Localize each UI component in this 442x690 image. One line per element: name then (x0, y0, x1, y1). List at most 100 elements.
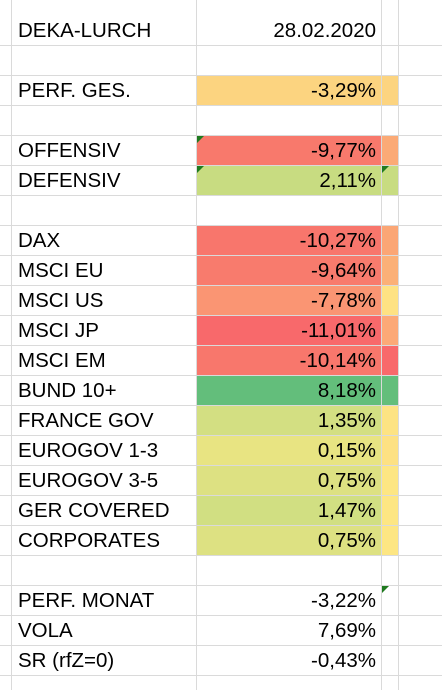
row-value: -3,29% (311, 79, 376, 102)
comment-marker-icon (382, 586, 389, 593)
side-cell[interactable] (382, 16, 398, 45)
table-row: BUND 10+ 8,18% (0, 376, 442, 406)
value-cell[interactable]: -7,78% (197, 286, 381, 315)
side-cell[interactable] (382, 556, 398, 585)
side-cell[interactable] (382, 106, 398, 135)
side-cell[interactable] (382, 526, 398, 555)
row-divider (0, 435, 442, 436)
label-cell[interactable]: EUROGOV 1-3 (11, 436, 196, 465)
value-cell[interactable]: -3,29% (197, 76, 381, 105)
label-cell[interactable]: DAX (11, 226, 196, 255)
value-cell[interactable] (197, 46, 381, 75)
value-cell[interactable] (197, 106, 381, 135)
side-cell[interactable] (382, 196, 398, 225)
row-label: DEKA-LURCH (18, 19, 152, 42)
value-cell[interactable]: -0,43% (197, 646, 381, 675)
value-cell[interactable]: 0,75% (197, 466, 381, 495)
value-cell[interactable]: 1,35% (197, 406, 381, 435)
row-divider (0, 555, 442, 556)
label-cell[interactable] (11, 556, 196, 585)
table-row: EUROGOV 1-3 0,15% (0, 436, 442, 466)
label-cell[interactable] (11, 196, 196, 225)
label-cell[interactable]: MSCI JP (11, 316, 196, 345)
row-label: OFFENSIV (18, 139, 121, 162)
side-cell[interactable] (382, 226, 398, 255)
label-cell[interactable]: MSCI EU (11, 256, 196, 285)
row-value: 8,18% (317, 379, 376, 402)
label-cell[interactable] (11, 106, 196, 135)
table-row (0, 46, 442, 76)
value-cell[interactable]: 1,47% (197, 496, 381, 525)
row-label: MSCI EM (18, 349, 106, 372)
value-cell[interactable]: -9,77% (197, 136, 381, 165)
side-cell[interactable] (382, 256, 398, 285)
row-label: BUND 10+ (18, 379, 117, 402)
table-row: MSCI US -7,78% (0, 286, 442, 316)
label-cell[interactable]: SR (rfZ=0) (11, 646, 196, 675)
label-cell[interactable]: MSCI US (11, 286, 196, 315)
side-cell[interactable] (382, 166, 398, 195)
label-cell[interactable]: EUROGOV 3-5 (11, 466, 196, 495)
row-label: MSCI EU (18, 259, 104, 282)
value-cell[interactable]: -9,64% (197, 256, 381, 285)
label-cell[interactable]: DEFENSIV (11, 166, 196, 195)
row-label: SR (rfZ=0) (18, 649, 115, 672)
row-value: 1,47% (317, 499, 376, 522)
label-cell[interactable]: PERF. MONAT (11, 586, 196, 615)
value-cell[interactable]: 0,15% (197, 436, 381, 465)
value-cell[interactable]: -10,27% (197, 226, 381, 255)
row-label: VOLA (18, 619, 73, 642)
label-cell[interactable]: CORPORATES (11, 526, 196, 555)
label-cell[interactable]: DEKA-LURCH (11, 16, 196, 45)
row-value: 0,15% (317, 439, 376, 462)
value-cell[interactable] (197, 556, 381, 585)
side-cell[interactable] (382, 346, 398, 375)
label-cell[interactable]: PERF. GES. (11, 76, 196, 105)
value-cell[interactable]: 28.02.2020 (197, 16, 381, 45)
side-cell[interactable] (382, 286, 398, 315)
label-cell[interactable]: GER COVERED (11, 496, 196, 525)
side-cell[interactable] (382, 136, 398, 165)
row-value: -9,77% (311, 139, 376, 162)
table-row: EUROGOV 3-5 0,75% (0, 466, 442, 496)
label-cell[interactable]: FRANCE GOV (11, 406, 196, 435)
side-cell[interactable] (382, 646, 398, 675)
value-cell[interactable]: -10,14% (197, 346, 381, 375)
side-cell[interactable] (382, 496, 398, 525)
label-cell[interactable]: MSCI EM (11, 346, 196, 375)
value-cell[interactable]: -3,22% (197, 586, 381, 615)
label-cell[interactable] (11, 46, 196, 75)
row-divider (0, 615, 442, 616)
row-value: -7,78% (311, 289, 376, 312)
side-cell[interactable] (382, 46, 398, 75)
row-divider (0, 585, 442, 586)
row-divider (0, 285, 442, 286)
side-cell[interactable] (382, 406, 398, 435)
label-cell[interactable]: OFFENSIV (11, 136, 196, 165)
row-divider (0, 75, 442, 76)
value-cell[interactable]: 0,75% (197, 526, 381, 555)
value-cell[interactable]: 2,11% (197, 166, 381, 195)
value-cell[interactable]: 8,18% (197, 376, 381, 405)
table-row: MSCI EM -10,14% (0, 346, 442, 376)
value-cell[interactable]: 7,69% (197, 616, 381, 645)
value-cell[interactable]: -11,01% (197, 316, 381, 345)
side-cell[interactable] (382, 436, 398, 465)
row-divider (0, 105, 442, 106)
side-cell[interactable] (382, 76, 398, 105)
value-cell[interactable] (197, 196, 381, 225)
row-label: MSCI US (18, 289, 104, 312)
table-row: PERF. MONAT -3,22% (0, 586, 442, 616)
label-cell[interactable]: BUND 10+ (11, 376, 196, 405)
side-cell[interactable] (382, 586, 398, 615)
row-label: EUROGOV 1-3 (18, 439, 159, 462)
table-row: DEFENSIV 2,11% (0, 166, 442, 196)
side-cell[interactable] (382, 316, 398, 345)
side-cell[interactable] (382, 616, 398, 645)
label-cell[interactable]: VOLA (11, 616, 196, 645)
row-value: 1,35% (317, 409, 376, 432)
row-value: -10,27% (299, 229, 376, 252)
side-cell[interactable] (382, 466, 398, 495)
row-label: EUROGOV 3-5 (18, 469, 159, 492)
side-cell[interactable] (382, 376, 398, 405)
